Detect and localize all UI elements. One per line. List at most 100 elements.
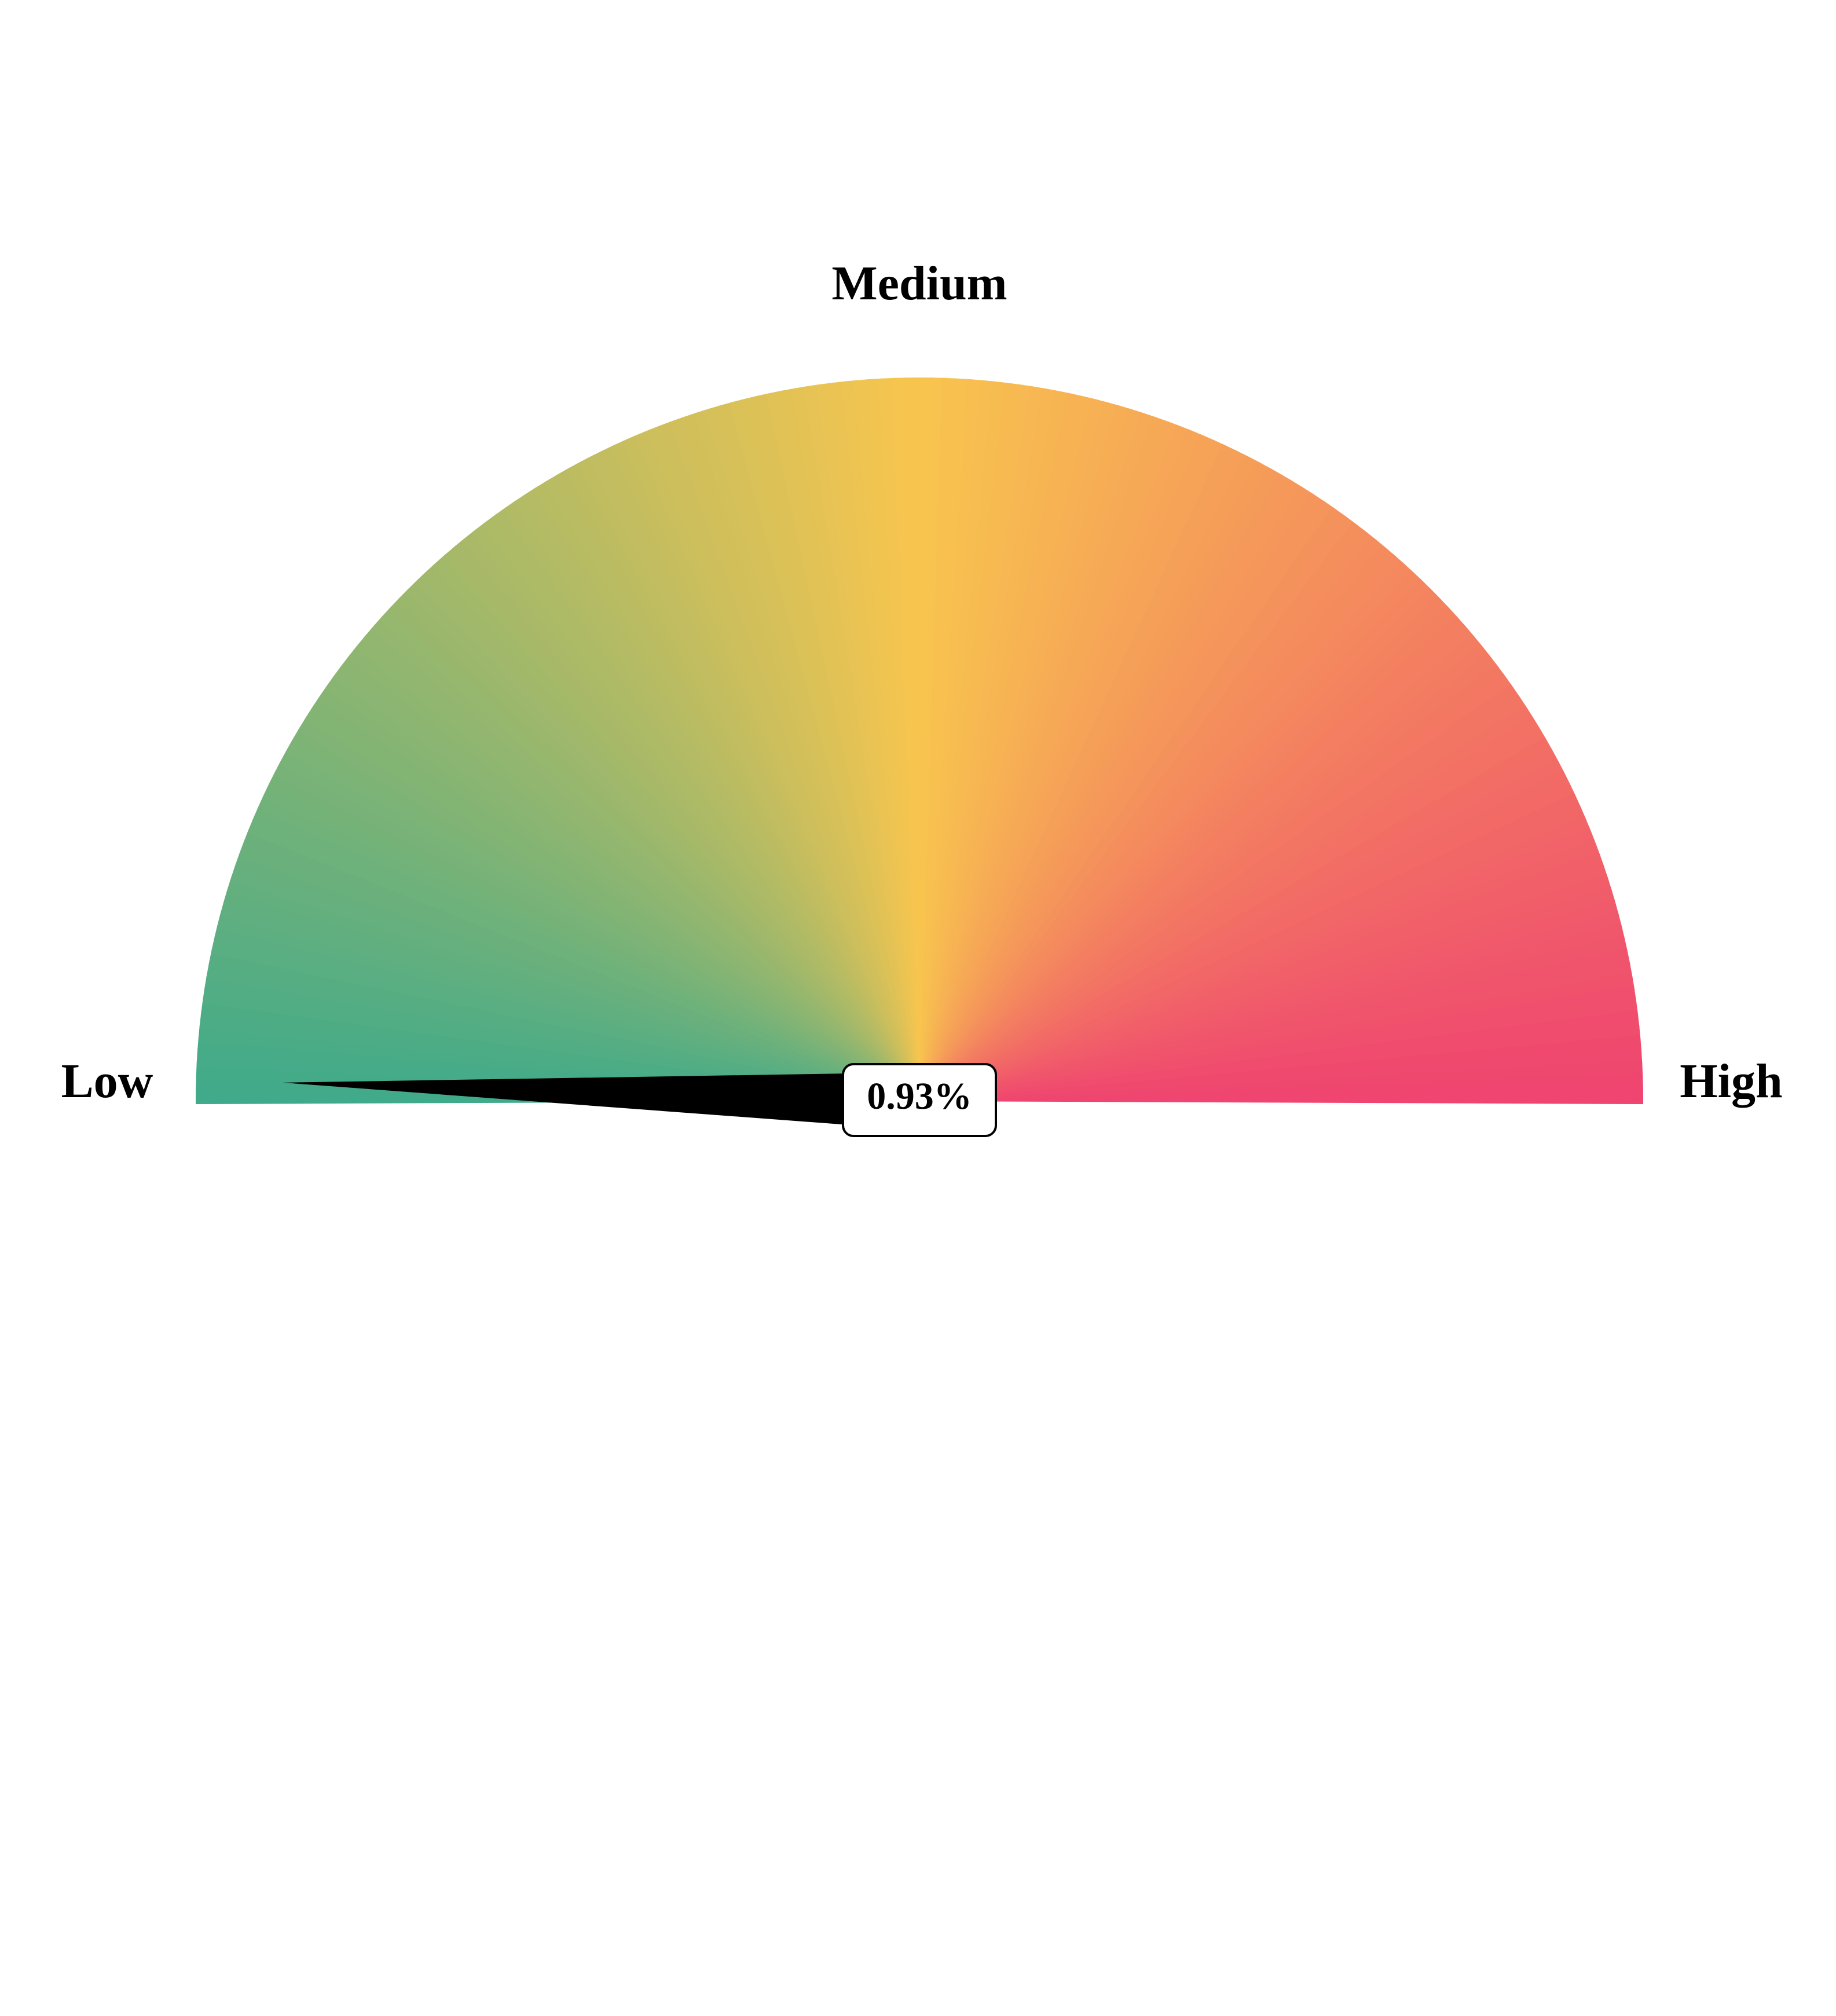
gauge-arc-segment [461,529,919,1101]
gauge-arc-segment [919,683,1522,1101]
gauge-arc-segment [325,673,920,1101]
gauge-arc-segment [919,633,1484,1101]
gauge-arc-segment [681,412,919,1101]
gauge-arc-segment [919,643,1492,1101]
gauge-arc-segment [717,401,919,1101]
gauge-arc-segment [753,393,919,1101]
gauge-arc-segment [397,587,919,1101]
gauge-arc-segment [919,578,1434,1101]
gauge-arc-segment [919,570,1424,1101]
gauge-arc-segment [919,663,1507,1101]
gauge-arc-segment [919,605,1460,1101]
gauge-arc-segment [919,614,1468,1101]
gauge-arc-segment [919,758,1566,1101]
gauge-needle [283,1072,921,1130]
gauge-arc-segment [919,827,1596,1101]
gauge-arc-segment [423,561,919,1101]
gauge-arc-segment [919,899,1619,1101]
gauge-arc-segment [919,529,1377,1101]
gauge-arc-segment [919,624,1476,1101]
gauge-arc-segment [919,911,1623,1101]
gauge-value-box [842,1063,997,1137]
gauge-arc-segment [379,605,919,1101]
gauge-arc-segment [919,781,1577,1101]
gauge-arc-segment [919,948,1630,1101]
gauge-arc-segment [919,653,1500,1101]
gauge-arc-segment [339,653,919,1101]
gauge-arc-segment [599,444,919,1101]
gauge-label-low: Low [61,1054,153,1108]
gauge-arc-segment [919,1073,1643,1101]
gauge-arc-segment [791,386,919,1101]
gauge-arc-segment [919,499,1337,1102]
gauge-arc-segment [405,578,919,1101]
gauge-arc-segment [523,486,919,1101]
gauge-arc-segment [919,587,1442,1101]
gauge-arc-segment [919,886,1616,1101]
gauge-arc-segment [919,863,1609,1101]
gauge-arc-segment [919,694,1529,1101]
gauge-arc-segment [919,521,1368,1101]
gauge-arc-segment [705,405,919,1101]
gauge-arc-segment [533,479,919,1101]
gauge-arc-segment [588,449,919,1101]
gauge-arc-segment [919,537,1387,1101]
gauge-arc-segment [729,398,919,1102]
gauge-arc-segment [878,377,919,1101]
gauge-arc-segment [919,725,1548,1101]
gauge-arc-segment [919,960,1633,1101]
gauge-arc-segment [919,973,1635,1101]
gauge-arc-segment [657,420,919,1102]
gauge-arc-segment [778,388,919,1101]
gauge-arc-segment [919,673,1514,1101]
gauge-arc-segment [355,633,919,1101]
gauge-arc-segment [919,1086,1643,1104]
gauge-arc-segment [669,416,919,1101]
gauge-arc-segment [919,561,1416,1101]
gauge-arc-segment [622,434,919,1102]
gauge-arc-segment [803,384,919,1101]
gauge-arc-segment [646,424,919,1101]
gauge-arc-segment [919,874,1613,1101]
gauge-arc-segment [492,507,919,1102]
gauge-arc-segment [919,804,1587,1101]
gauge-value-label: 0.93% [867,1075,972,1117]
gauge-arc-segment [828,381,919,1101]
gauge-label-high: High [1680,1054,1782,1108]
gauge-arc-segment [481,514,919,1101]
gauge-arc-segment [919,1022,1641,1101]
gauge-arc-segment [633,429,919,1102]
gauge-arc-segment [442,545,919,1101]
gauge-arc-segment [388,596,919,1101]
gauge-arc-segment [566,460,919,1101]
gauge-arc-segment [919,815,1592,1101]
gauge-arc-segment [919,998,1639,1101]
gauge-arc-segment [347,643,919,1101]
gauge-arc-segment [919,596,1451,1101]
gauge-arc-segment [919,705,1535,1101]
gauge-arc-segment [452,537,919,1101]
gauge-arc-segment [919,770,1571,1101]
gauge-arc-segment [501,499,919,1102]
gauge-arc-segment [371,614,919,1101]
gauge-arc-segment [555,467,919,1101]
gauge-arc-segment [919,715,1542,1101]
gauge-arc-segment [919,923,1626,1101]
gauge-arc-segment [363,624,919,1101]
gauge-arc-segment [866,378,919,1102]
gauge-arc-segment [433,553,919,1101]
gauge-arc-segment [841,380,919,1101]
gauge-arc-segment [919,1035,1642,1101]
gauge-arc-segment [415,570,919,1101]
gauge-arc-segment [919,1047,1643,1101]
gauge-arc-segment [919,553,1406,1101]
gauge-arc-segment [692,408,919,1102]
gauge-arc-segment [919,935,1628,1101]
gauge-label-medium: Medium [831,256,1007,310]
gauge-arc-segment [816,382,919,1101]
gauge-arc-segment [919,839,1601,1101]
gauge-arc-segment [919,507,1347,1102]
gauge-arc-segment [741,395,919,1102]
gauge-arc-segment [919,793,1582,1101]
